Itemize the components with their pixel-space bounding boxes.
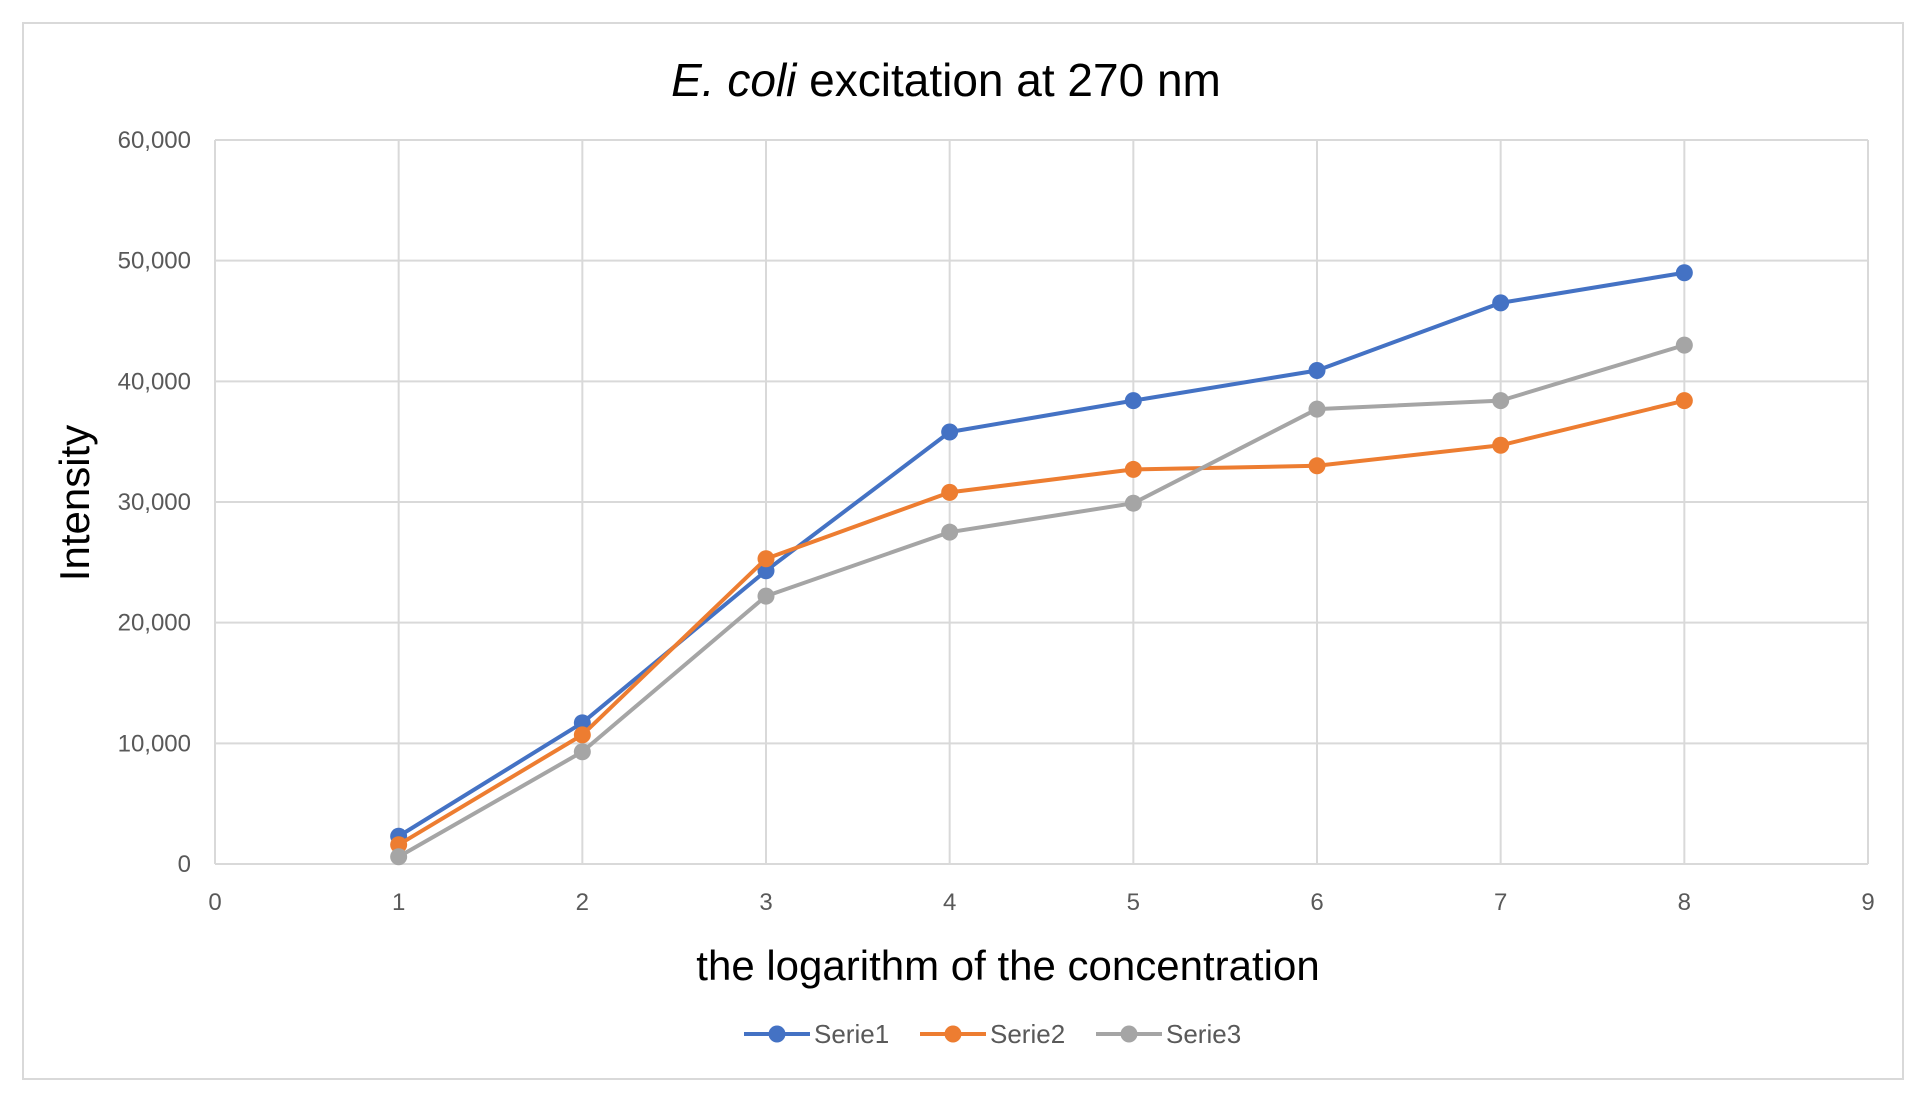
data-point [1675, 336, 1693, 354]
gridlines [215, 139, 1869, 864]
data-point [941, 423, 959, 441]
legend-item: Serie1 [744, 1019, 889, 1049]
series-serie2 [390, 392, 1693, 854]
x-tick-label: 9 [1861, 889, 1874, 916]
data-point [390, 848, 408, 866]
chart-title-rest: excitation at 270 nm [796, 54, 1220, 106]
y-tick-label: 20,000 [118, 610, 191, 637]
x-tick-label: 1 [392, 889, 405, 916]
legend-label: Serie3 [1166, 1019, 1241, 1049]
x-axis-title: the logarithm of the concentration [696, 942, 1319, 989]
data-point [573, 726, 591, 744]
data-point [757, 550, 775, 568]
series-line [397, 398, 1685, 847]
data-point [1308, 457, 1326, 475]
data-point [941, 483, 959, 501]
legend-swatch-marker [1120, 1025, 1138, 1043]
series-serie1 [390, 264, 1693, 845]
y-axis-title: Intensity [51, 425, 98, 581]
x-tick-label: 4 [943, 889, 956, 916]
data-point [757, 562, 775, 580]
data-point [1308, 400, 1326, 418]
data-point [1492, 392, 1510, 410]
data-point [573, 743, 591, 761]
y-tick-label: 60,000 [118, 127, 191, 154]
x-tick-label: 7 [1494, 889, 1507, 916]
y-tick-label: 40,000 [118, 368, 191, 395]
chart-title-italic: E. coli [671, 54, 798, 106]
y-tick-label: 10,000 [118, 730, 191, 757]
legend-label: Serie2 [990, 1019, 1065, 1049]
legend-item: Serie3 [1096, 1019, 1241, 1049]
data-point [1675, 264, 1693, 282]
tick-labels: 0 1 2 3 4 5 6 7 8 9 0 10,000 20,000 30,000 40,000 50,00… [118, 127, 1875, 916]
series-layer [390, 264, 1693, 866]
x-tick-label: 3 [759, 889, 772, 916]
y-tick-label: 50,000 [118, 248, 191, 275]
data-point [1675, 392, 1693, 410]
y-tick-label: 0 [178, 851, 191, 878]
legend-swatch-marker [944, 1025, 962, 1043]
data-point [757, 587, 775, 605]
data-point [1308, 361, 1326, 379]
legend: Serie1 Serie2 Serie3 [744, 1019, 1241, 1049]
series-line [397, 343, 1685, 859]
data-point [390, 836, 408, 854]
chart-title: E. coli excitation at 270 nm [671, 54, 1221, 106]
axes [214, 140, 1868, 865]
data-point [1124, 494, 1142, 512]
series-serie3 [390, 336, 1693, 866]
data-point [573, 714, 591, 732]
series-line [397, 270, 1685, 838]
chart-frame [22, 22, 1904, 1080]
legend-item: Serie2 [920, 1019, 1065, 1049]
y-tick-label: 30,000 [118, 489, 191, 516]
data-point [1492, 436, 1510, 454]
data-point [941, 523, 959, 541]
x-tick-label: 8 [1678, 889, 1691, 916]
data-point [1124, 392, 1142, 410]
legend-swatch-marker [768, 1025, 786, 1043]
legend-label: Serie1 [814, 1019, 889, 1049]
data-point [1124, 460, 1142, 478]
x-tick-label: 0 [208, 889, 221, 916]
x-tick-label: 6 [1310, 889, 1323, 916]
data-point [1492, 294, 1510, 312]
x-tick-label: 2 [576, 889, 589, 916]
x-tick-label: 5 [1127, 889, 1140, 916]
